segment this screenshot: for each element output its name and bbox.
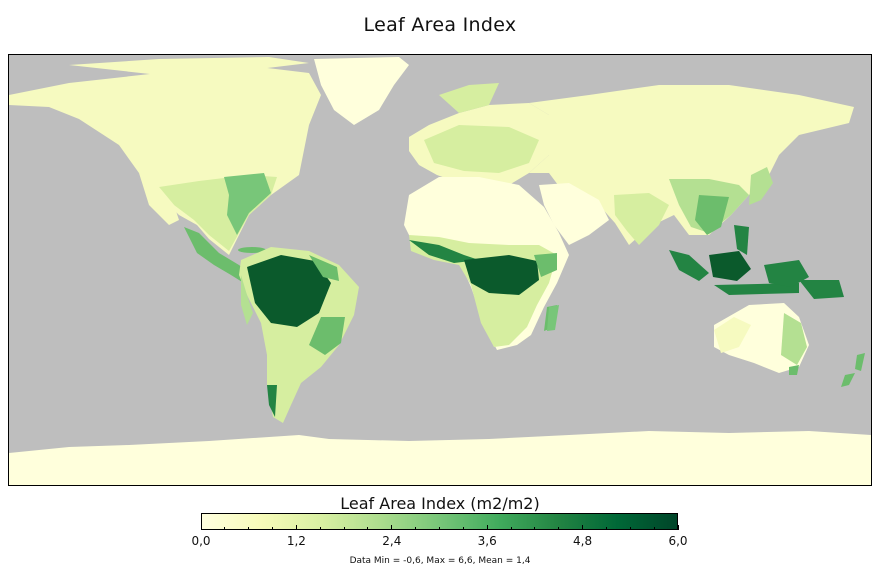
colorbar-title: Leaf Area Index (m2/m2) — [340, 494, 540, 513]
colorbar-tick-label: 0,0 — [191, 534, 211, 548]
colorbar-major-tick — [200, 525, 202, 530]
colorbar-minor-tick — [629, 527, 631, 530]
colorbar-minor-tick — [272, 527, 274, 530]
colorbar-minor-tick — [343, 527, 345, 530]
greenland — [314, 57, 409, 125]
colorbar-minor-tick — [605, 527, 607, 530]
colorbar-major-tick — [391, 525, 393, 530]
colorbar-tick-label: 4,8 — [573, 534, 593, 548]
new-zealand — [841, 353, 865, 387]
colorbar-minor-tick — [367, 527, 369, 530]
africa — [404, 177, 569, 350]
colorbar-minor-tick — [415, 527, 417, 530]
colorbar-minor-tick — [462, 527, 464, 530]
europe — [409, 83, 549, 187]
colorbar-tick-label: 3,6 — [477, 534, 497, 548]
australia — [714, 303, 809, 375]
world-map-svg — [9, 55, 871, 485]
colorbar-tick-label: 2,4 — [382, 534, 402, 548]
colorbar-minor-tick — [319, 527, 321, 530]
colorbar-major-tick — [295, 525, 297, 530]
map-title: Leaf Area Index — [363, 14, 517, 36]
colorbar-tick-label: 6,0 — [668, 534, 688, 548]
southeast-asia — [669, 225, 844, 299]
colorbar-minor-tick — [653, 527, 655, 530]
world-map — [8, 54, 872, 486]
colorbar-minor-tick — [224, 527, 226, 530]
south-america — [239, 247, 359, 423]
colorbar-major-tick — [677, 525, 679, 530]
data-stats: Data Min = -0,6, Max = 6,6, Mean = 1,4 — [349, 556, 531, 566]
colorbar-minor-tick — [439, 527, 440, 530]
colorbar-tick-label: 1,2 — [286, 534, 306, 548]
colorbar-minor-tick — [534, 527, 536, 530]
north-america — [9, 57, 321, 285]
colorbar-minor-tick — [510, 527, 512, 530]
colorbar-minor-tick — [558, 527, 560, 530]
colorbar-major-tick — [486, 525, 488, 530]
asia — [529, 85, 854, 245]
colorbar-minor-tick — [248, 527, 250, 530]
madagascar — [547, 305, 559, 331]
antarctica — [9, 431, 871, 485]
colorbar-major-tick — [582, 525, 584, 530]
arabia — [539, 183, 609, 245]
